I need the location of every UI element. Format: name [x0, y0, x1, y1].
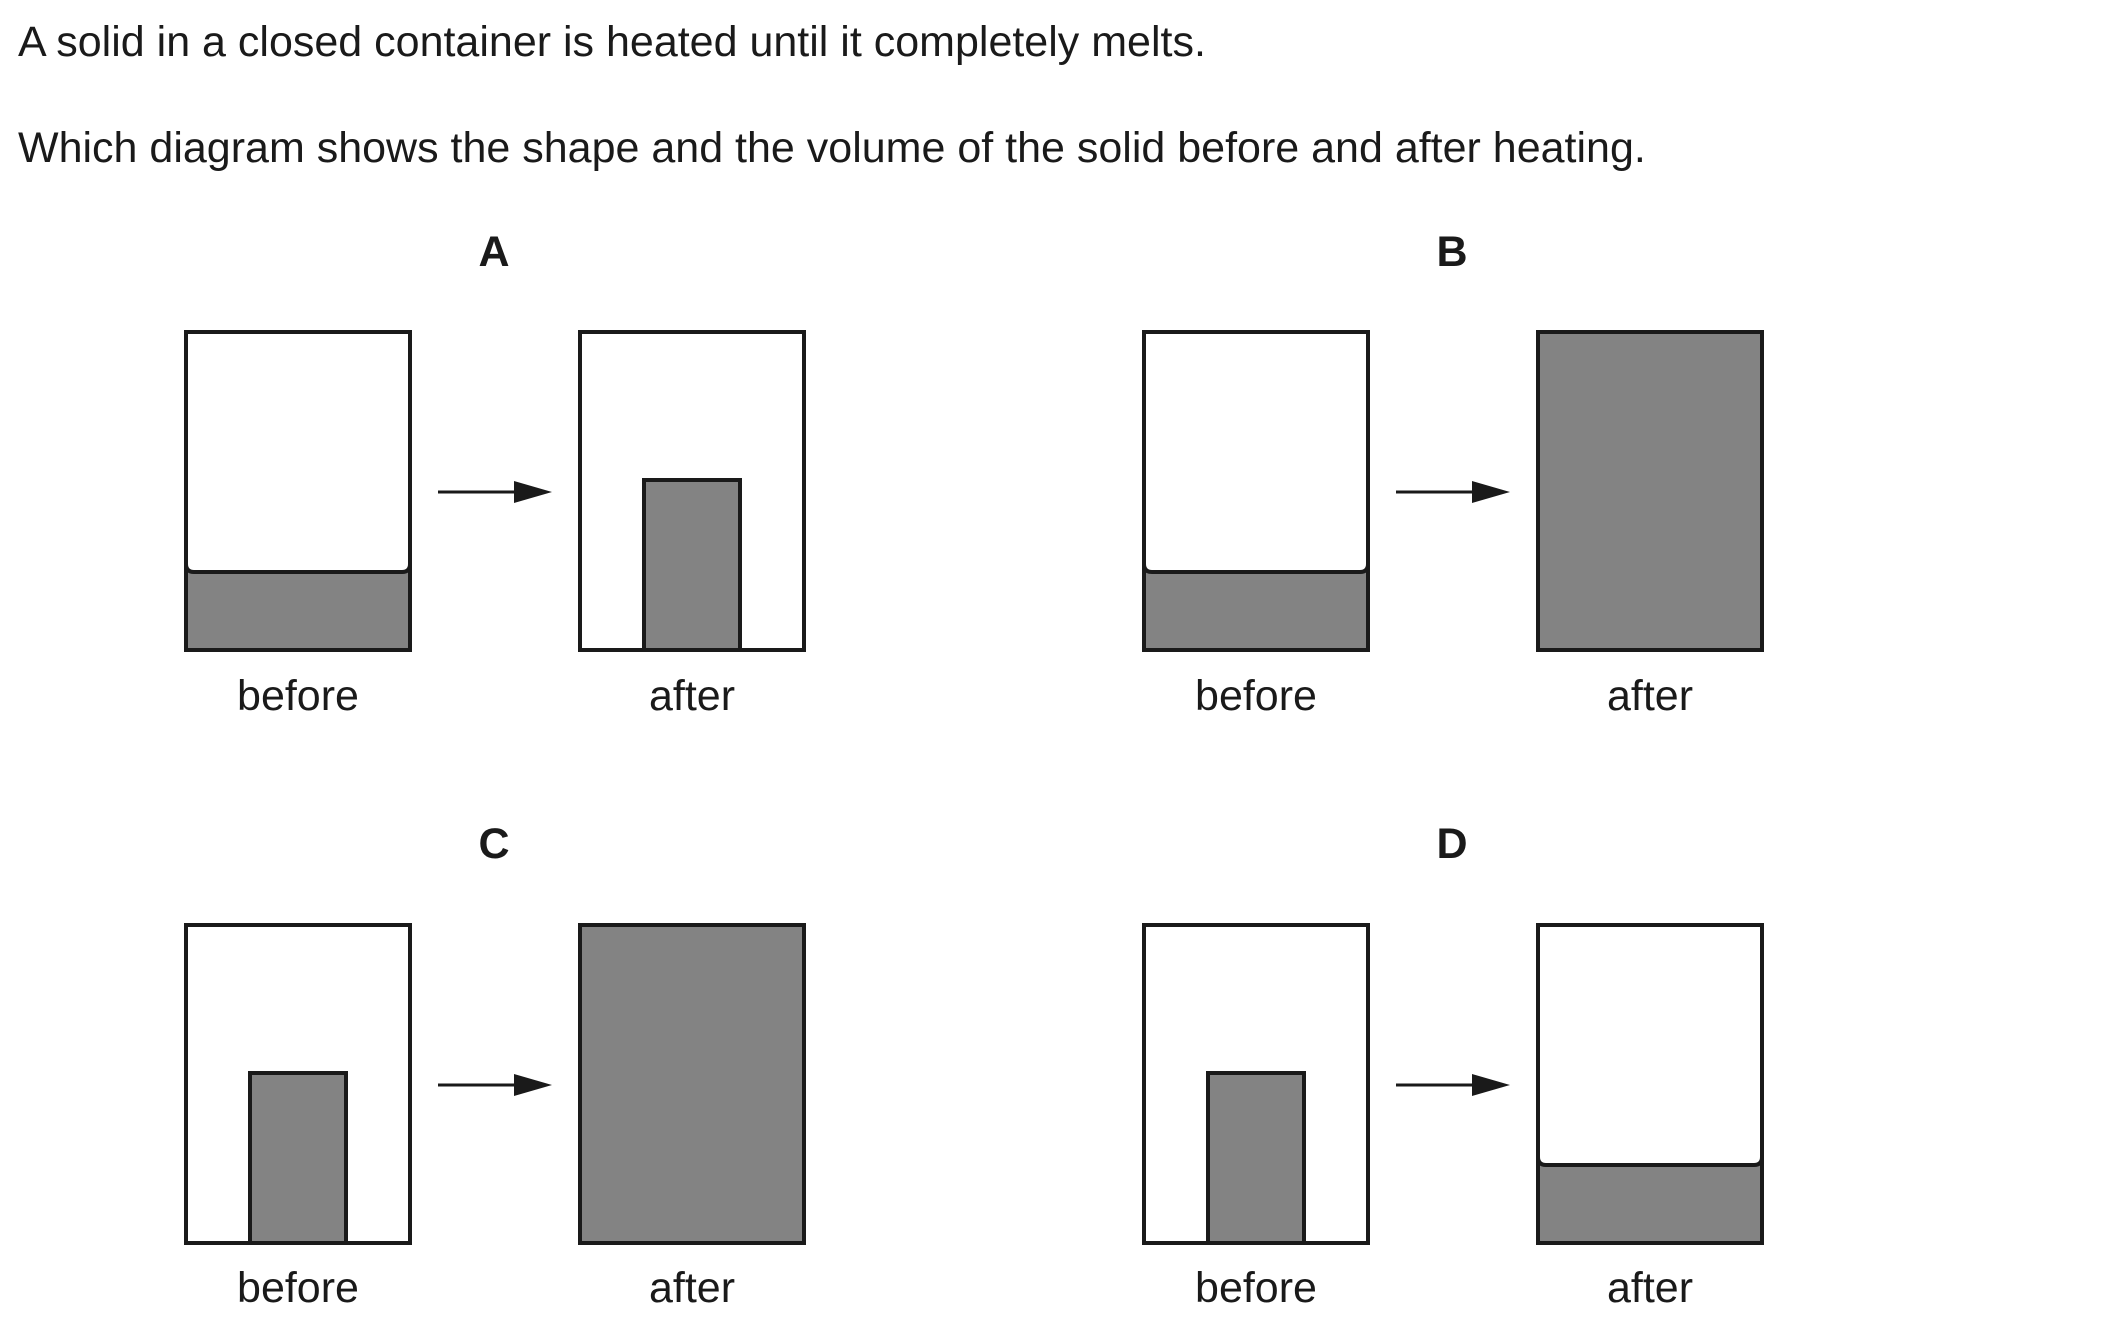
option-b-after-full-fill — [1538, 332, 1762, 650]
option-c-before-label: before — [237, 1264, 359, 1312]
option-d-after-container — [1536, 923, 1764, 1245]
option-d-arrow — [1396, 1074, 1510, 1096]
option-c-after-container — [578, 923, 806, 1245]
option-d-before-solid-block — [1206, 1071, 1306, 1245]
option-letter-a[interactable]: A — [478, 228, 510, 276]
option-c-after-label: after — [648, 1264, 736, 1312]
option-a-after-label: after — [648, 672, 736, 720]
option-letter-b[interactable]: B — [1436, 228, 1468, 276]
option-a-after-solid-block — [642, 478, 742, 652]
question-line-1: A solid in a closed container is heated … — [18, 18, 1206, 66]
option-c-before-container — [184, 923, 412, 1245]
option-b-arrow — [1396, 481, 1510, 503]
option-b-before-container — [1142, 330, 1370, 652]
option-b-after-label: after — [1606, 672, 1694, 720]
option-a-arrow — [438, 481, 552, 503]
option-a-before-container — [184, 330, 412, 652]
option-c-before-solid-block — [248, 1071, 348, 1245]
option-a-before-liquid-layer — [184, 563, 412, 652]
option-a-after-container — [578, 330, 806, 652]
option-d-after-label: after — [1606, 1264, 1694, 1312]
option-c-arrow — [438, 1074, 552, 1096]
option-c-after-full-fill — [580, 925, 804, 1243]
question-line-2: Which diagram shows the shape and the vo… — [18, 124, 1646, 172]
option-d-before-label: before — [1195, 1264, 1317, 1312]
option-b-after-container — [1536, 330, 1764, 652]
option-b-before-label: before — [1195, 672, 1317, 720]
option-d-before-container — [1142, 923, 1370, 1245]
option-letter-c[interactable]: C — [478, 820, 510, 868]
option-a-before-label: before — [237, 672, 359, 720]
option-d-after-liquid-layer — [1536, 1156, 1764, 1245]
option-letter-d[interactable]: D — [1436, 820, 1468, 868]
option-b-before-liquid-layer — [1142, 563, 1370, 652]
